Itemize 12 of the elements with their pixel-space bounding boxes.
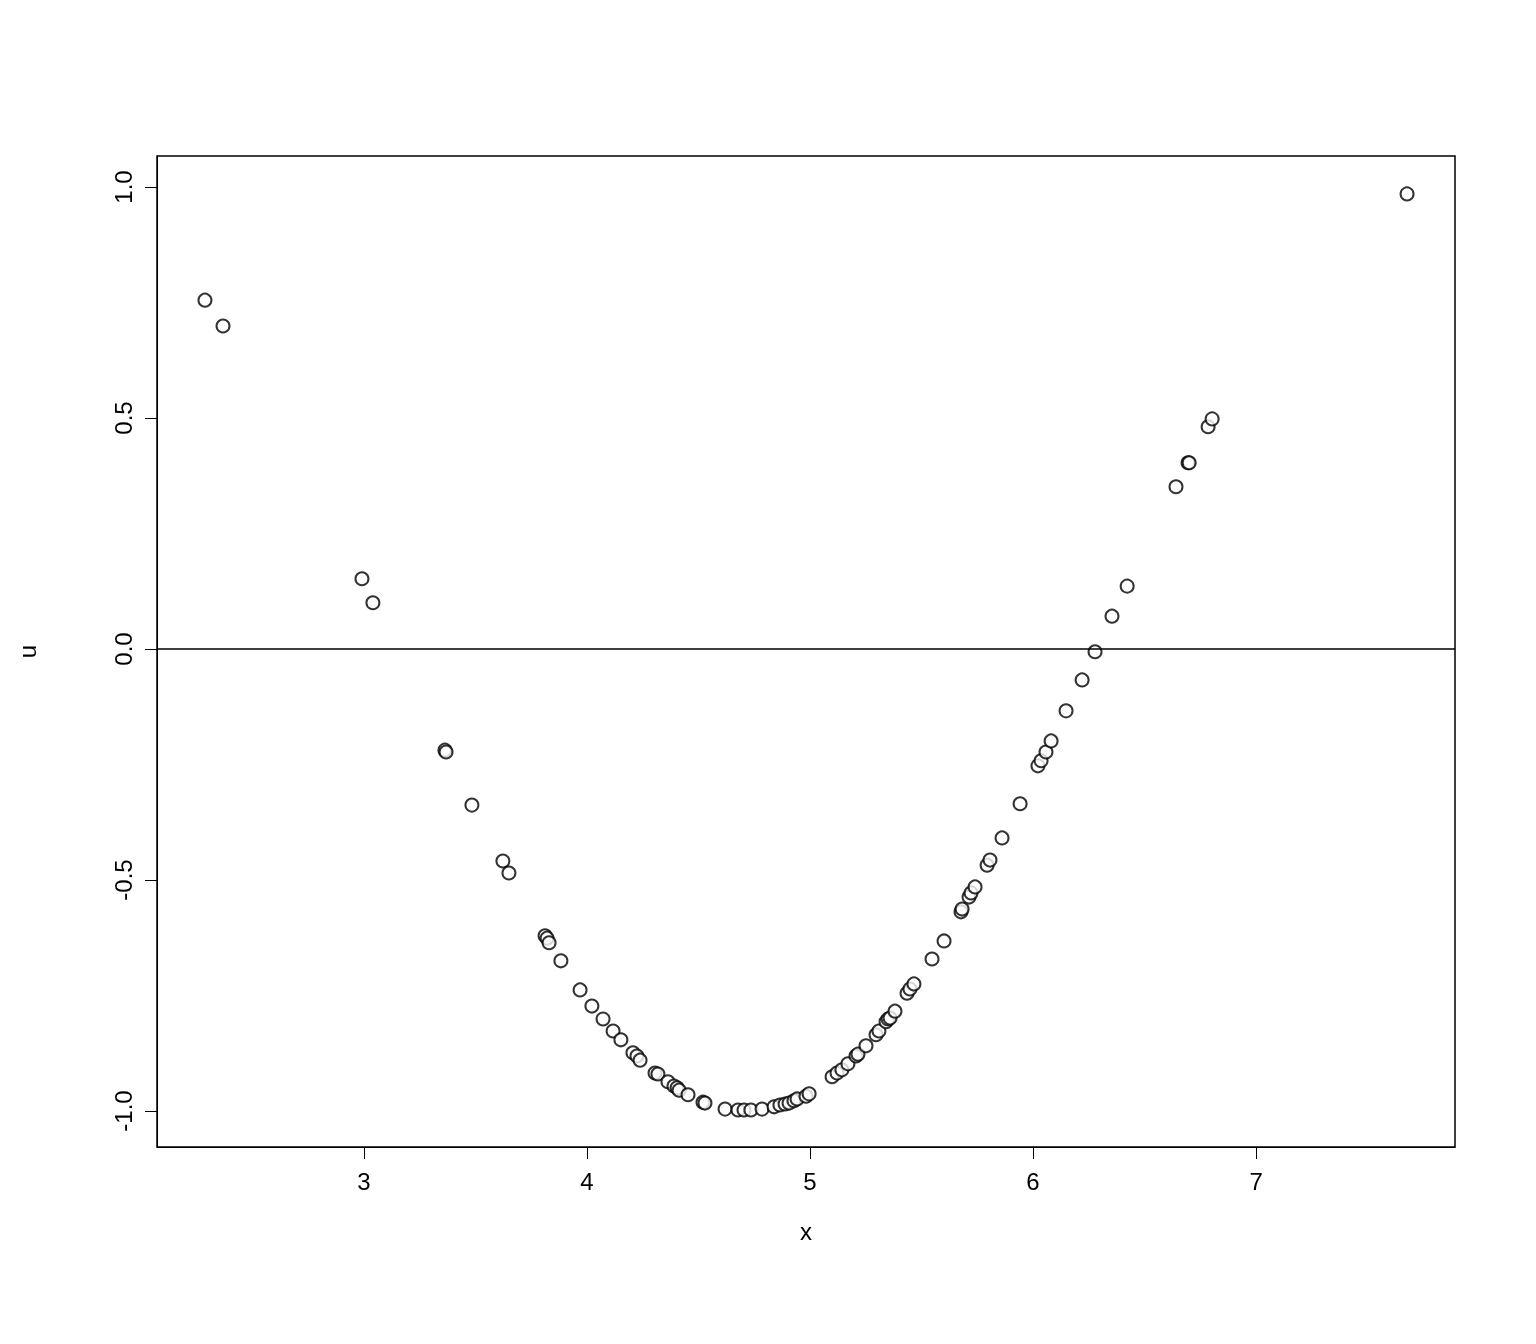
y-tick-label: 1.0 bbox=[109, 170, 137, 204]
x-axis-title: x bbox=[800, 1217, 812, 1245]
y-axis-title: u bbox=[13, 644, 41, 659]
x-tick-label: 6 bbox=[1026, 1167, 1040, 1195]
y-tick-label: -0.5 bbox=[109, 859, 137, 901]
y-tick-label: 0.5 bbox=[109, 401, 137, 435]
x-tick-label: 4 bbox=[580, 1167, 594, 1195]
x-tick-label: 7 bbox=[1249, 1167, 1263, 1195]
y-tick-label: -1.0 bbox=[109, 1090, 137, 1132]
y-tick-label: 0.0 bbox=[109, 632, 137, 666]
x-tick-label: 5 bbox=[803, 1167, 817, 1195]
x-tick-label: 3 bbox=[357, 1167, 371, 1195]
